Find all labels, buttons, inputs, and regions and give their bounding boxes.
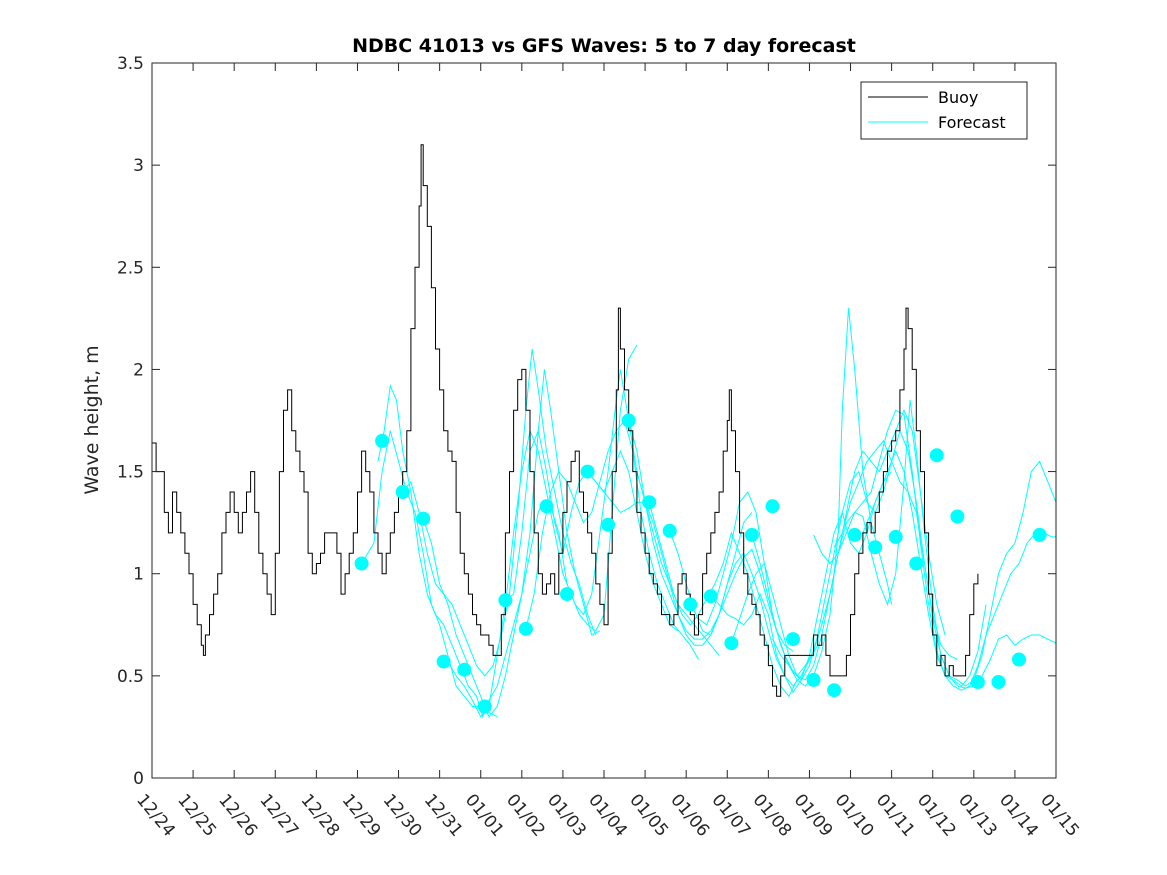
legend-buoy-label: Buoy [938, 88, 978, 107]
forecast-marker [375, 433, 390, 448]
forecast-line [689, 308, 893, 687]
forecast-marker [662, 523, 677, 538]
forecast-marker [970, 675, 985, 689]
forecast-marker [642, 495, 657, 510]
forecast-marker [560, 587, 574, 602]
forecast-marker [477, 699, 492, 714]
forecast-marker [868, 540, 883, 555]
forecast-marker [786, 632, 800, 647]
forecast-marker [1032, 527, 1047, 542]
forecast-marker [354, 556, 369, 571]
forecast-marker [909, 556, 924, 571]
forecast-marker [518, 621, 533, 636]
forecast-marker [765, 499, 780, 514]
forecast-marker [580, 464, 595, 479]
y-axis-label: Wave height, m [81, 345, 103, 494]
y-tick-label: 0 [133, 769, 144, 789]
forecast-marker [621, 413, 636, 428]
legend-box [860, 81, 1028, 140]
y-tick-label: 1 [133, 565, 144, 585]
y-tick-label: 3 [133, 156, 144, 176]
forecast-marker [744, 527, 759, 542]
forecast-marker [457, 662, 472, 677]
forecast-marker [416, 511, 431, 526]
chart-title: NDBC 41013 vs GFS Waves: 5 to 7 day fore… [352, 35, 856, 57]
forecast-marker [498, 593, 513, 608]
forecast-line [854, 449, 1056, 691]
forecast-marker [601, 517, 616, 532]
forecast-marker [991, 675, 1006, 689]
forecast-marker [703, 589, 718, 604]
forecast-marker [929, 448, 944, 463]
forecast-line [628, 420, 794, 652]
plot-area [152, 144, 1057, 719]
forecast-marker [827, 683, 842, 698]
y-tick-label: 2 [133, 360, 144, 380]
forecast-marker [724, 636, 739, 651]
forecast-marker [683, 597, 698, 612]
forecast-marker [436, 654, 451, 669]
forecast-marker [888, 529, 903, 544]
y-tick-label: 3.5 [117, 54, 144, 74]
forecast-line [422, 369, 601, 718]
legend: Buoy Forecast [860, 81, 1028, 140]
legend-forecast-label: Forecast [938, 113, 1006, 132]
y-tick-label: 2.5 [117, 258, 144, 278]
y-tick-label: 1.5 [117, 463, 144, 483]
buoy-line [152, 144, 979, 697]
forecast-line [447, 344, 638, 718]
forecast-marker [395, 485, 410, 499]
forecast-marker [806, 672, 821, 687]
forecast-marker [847, 527, 862, 542]
forecast-marker [539, 499, 554, 514]
forecast-marker [1012, 652, 1026, 667]
y-tick-label: 0.5 [117, 667, 144, 687]
forecast-line [772, 409, 987, 687]
forecast-marker [950, 509, 965, 524]
